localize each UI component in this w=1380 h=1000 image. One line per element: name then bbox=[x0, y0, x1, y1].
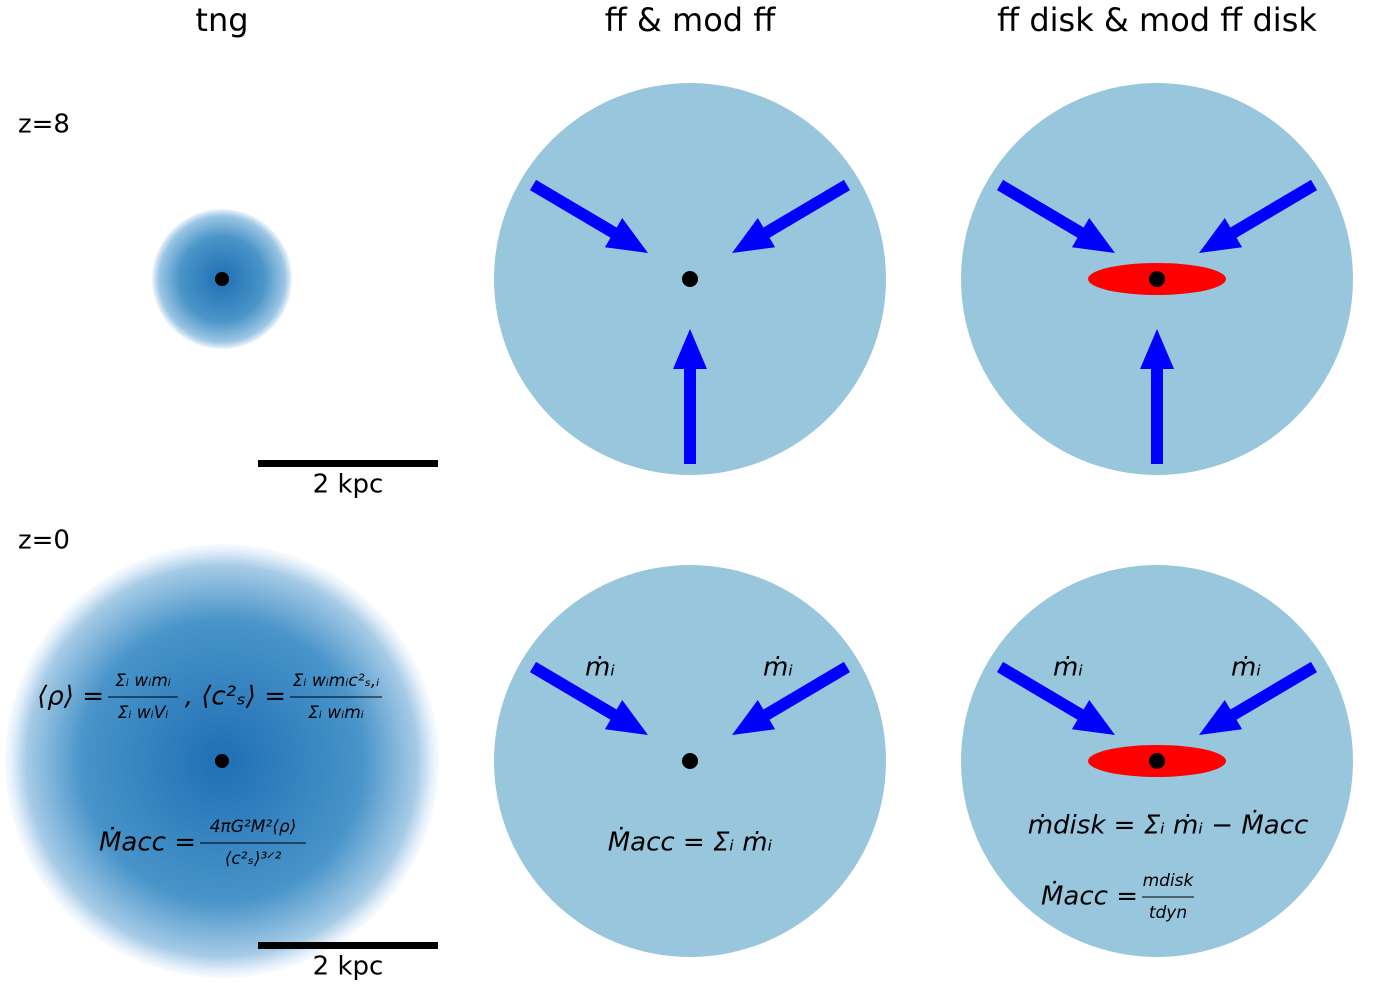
arrow bbox=[732, 661, 851, 735]
equation-denominator: Σᵢ wᵢmᵢ bbox=[308, 703, 364, 723]
equation-denominator: Σᵢ wᵢVᵢ bbox=[118, 703, 169, 723]
column-title: ff disk & mod ff disk bbox=[997, 1, 1317, 39]
arrow bbox=[996, 661, 1115, 735]
equation-lhs: Ṁacc = bbox=[99, 826, 196, 858]
black-hole bbox=[1149, 271, 1165, 287]
equation-denominator: ⟨c²ₛ⟩³ᐟ² bbox=[225, 849, 282, 869]
black-hole bbox=[682, 271, 698, 287]
arrow bbox=[1140, 329, 1174, 464]
arrow-label: ṁᵢ bbox=[1053, 653, 1083, 683]
arrow bbox=[1199, 661, 1318, 735]
arrow-label: ṁᵢ bbox=[763, 653, 793, 683]
equation-numerator: 4πG²M²⟨ρ⟩ bbox=[210, 817, 297, 837]
equation-numerator: Σᵢ wᵢmᵢ bbox=[115, 671, 171, 691]
black-hole bbox=[1149, 753, 1165, 769]
equation-numerator: Σᵢ wᵢmᵢc²ₛ,ᵢ bbox=[293, 671, 380, 691]
arrow bbox=[529, 661, 648, 735]
arrow bbox=[1199, 179, 1318, 253]
black-hole bbox=[682, 753, 698, 769]
row-label: z=0 bbox=[18, 526, 70, 556]
scale-bar bbox=[258, 942, 438, 949]
scale-label: 2 kpc bbox=[313, 470, 384, 500]
equation: ṁdisk = Σᵢ ṁᵢ − Ṁacc bbox=[1028, 809, 1309, 841]
equation-lhs: , ⟨c²ₛ⟩ = bbox=[185, 682, 286, 712]
equation-denominator: tdyn bbox=[1149, 903, 1187, 923]
arrow bbox=[673, 329, 707, 464]
arrow bbox=[529, 179, 648, 253]
column-title: ff & mod ff bbox=[605, 1, 777, 39]
scale-label: 2 kpc bbox=[313, 952, 384, 982]
arrow-label: ṁᵢ bbox=[1231, 653, 1261, 683]
arrow bbox=[996, 179, 1115, 253]
column-title: tng bbox=[195, 1, 248, 39]
black-hole bbox=[215, 754, 229, 768]
row-label: z=8 bbox=[18, 110, 70, 140]
arrow-label: ṁᵢ bbox=[585, 653, 615, 683]
equation-lhs: ⟨ρ⟩ = bbox=[37, 682, 104, 712]
equation: Ṁacc = Σᵢ ṁᵢ bbox=[608, 826, 773, 858]
equation-numerator: mdisk bbox=[1143, 871, 1195, 891]
black-hole bbox=[215, 272, 229, 286]
scale-bar bbox=[258, 460, 438, 467]
arrow bbox=[732, 179, 851, 253]
equation-lhs: Ṁacc = bbox=[1041, 880, 1138, 912]
